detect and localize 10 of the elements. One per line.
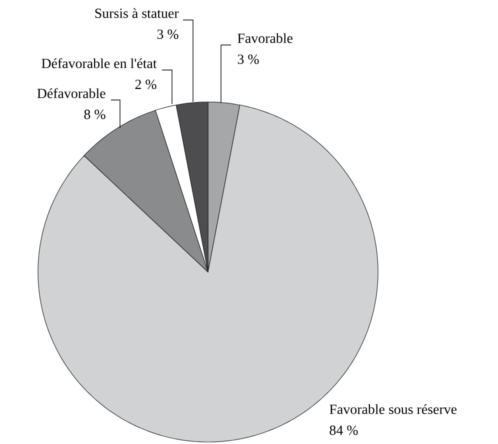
data-label: 8 % [84,110,106,120]
slice-label: Défavorable [37,88,106,98]
data-label: 3 % [157,30,178,40]
data-label: 3 % [238,54,259,64]
data-label: 2 % [135,80,156,90]
data-label: 84 % [330,426,358,436]
slice-label: Défavorable en l'état [42,58,157,68]
slice-label: Favorable sous réserve [330,404,457,414]
slice-label: Favorable [238,33,292,44]
slice-label: Sursis à statuer [95,8,179,18]
